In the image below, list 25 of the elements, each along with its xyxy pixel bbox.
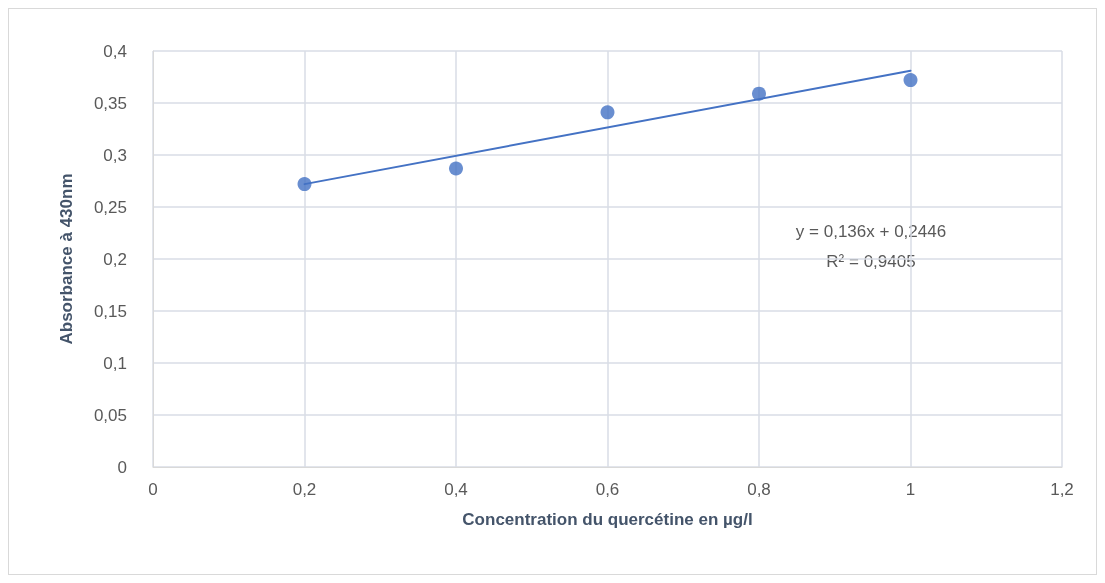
- x-tick-label: 0: [148, 480, 158, 499]
- y-tick-label: 0,4: [103, 41, 127, 61]
- point: [449, 161, 463, 176]
- x-tick-label: 0,4: [444, 480, 468, 499]
- x-tick-label: 0,6: [595, 480, 620, 499]
- annotation: R² = 0,9405: [826, 251, 916, 271]
- x-tick-label: 0,2: [292, 480, 317, 499]
- y-tick-label: 0: [117, 457, 127, 477]
- point: [903, 73, 918, 88]
- point: [600, 105, 615, 120]
- x-tick-label: 1,2: [1050, 480, 1074, 499]
- y-axis-title: Absorbance à 430nm: [57, 173, 76, 345]
- x-tick-label: 1: [905, 480, 916, 499]
- y-tick-label: 0,35: [93, 93, 127, 113]
- point: [752, 86, 766, 101]
- y-tick-label: 0,2: [103, 249, 127, 269]
- point: [297, 177, 312, 192]
- y-tick-label: 0,3: [103, 145, 127, 165]
- x-axis-title: Concentration du quercétine en µg/l: [462, 510, 753, 529]
- x-tick-label: 0,8: [747, 480, 771, 499]
- y-tick-label: 0,25: [93, 197, 127, 217]
- y-tick-label: 0,1: [103, 353, 127, 373]
- annotation: y = 0,136x + 0,2446: [795, 221, 947, 241]
- y-tick-label: 0,15: [93, 301, 127, 321]
- y-tick-label: 0,05: [93, 405, 127, 425]
